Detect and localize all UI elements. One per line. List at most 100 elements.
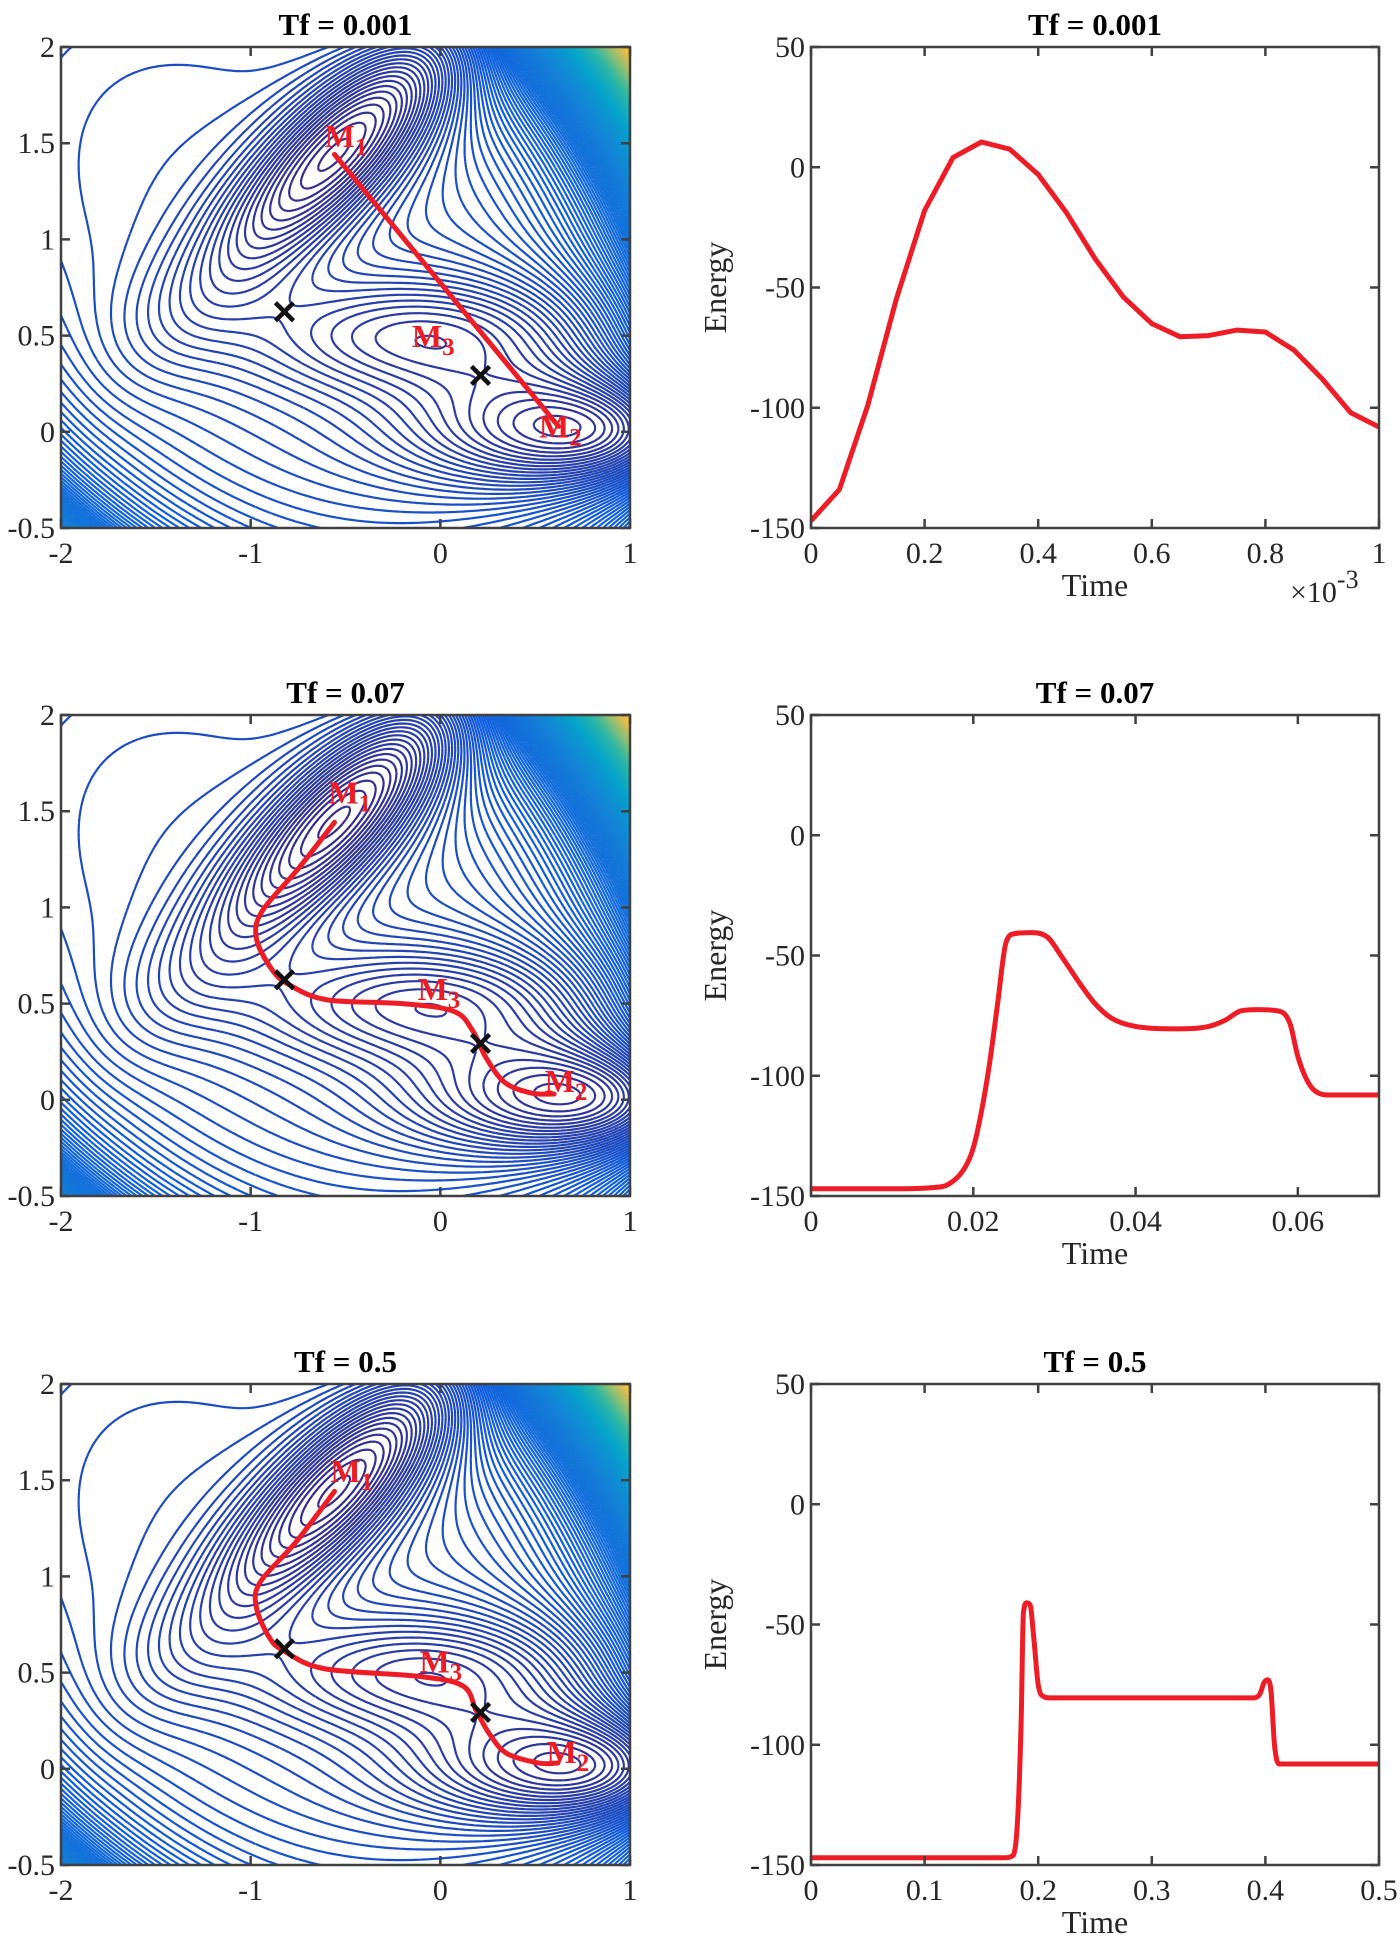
y-tick-label: 0 <box>790 151 805 184</box>
contour-line <box>61 1384 630 1865</box>
contour-line <box>61 47 630 528</box>
contour-line <box>61 715 630 1196</box>
contour-line <box>61 47 630 528</box>
contour-line <box>61 47 630 506</box>
contour-line <box>208 1399 630 1802</box>
contour-line <box>61 1384 630 1865</box>
x-tick-label: -1 <box>238 1205 263 1238</box>
minimum-label-index: 3 <box>450 1660 463 1687</box>
contour-line <box>61 47 630 528</box>
minimum-label-index: 2 <box>577 1750 590 1777</box>
contour-line <box>61 47 630 528</box>
y-tick-label: -100 <box>750 1060 805 1093</box>
saddle-marker <box>469 1032 492 1055</box>
contour-line <box>61 1384 630 1865</box>
contour-line <box>260 90 582 438</box>
minimum-label-index: 1 <box>355 134 368 161</box>
contour-line <box>61 1384 630 1865</box>
saddle-marker <box>469 1701 492 1724</box>
contour-line <box>61 47 630 528</box>
axes-box <box>59 713 632 1198</box>
y-axis-label: Energy <box>697 242 733 334</box>
multiplier-base: ×10 <box>1290 576 1337 609</box>
energy-line <box>811 139 1379 523</box>
contour-line <box>61 715 630 1196</box>
contour-line <box>208 62 630 465</box>
contour-line <box>61 715 630 1196</box>
y-tick-label: -0.5 <box>8 1180 56 1213</box>
contour-line <box>146 47 630 484</box>
y-tick-label: 1.5 <box>18 127 56 160</box>
axes-box <box>809 713 1381 1198</box>
contour-line <box>252 752 597 1113</box>
contour-line <box>61 1384 630 1865</box>
contour-line <box>61 715 630 1196</box>
chart-title: Tf = 0.001 <box>279 7 413 42</box>
contour-line <box>61 1384 630 1865</box>
x-tick-label: -1 <box>238 1874 263 1907</box>
x-tick-label: -2 <box>49 537 74 570</box>
contour-line <box>61 47 630 528</box>
x-tick-label: 0 <box>433 1874 448 1907</box>
y-tick-label: 50 <box>775 699 805 732</box>
contour-line <box>61 715 630 1196</box>
contour-line <box>61 47 630 528</box>
y-tick-label: -0.5 <box>8 512 56 545</box>
contour-line <box>61 715 630 1196</box>
contour-line <box>61 47 630 528</box>
contour-line <box>61 47 630 528</box>
y-tick-label: 1.5 <box>18 795 56 828</box>
contour-line <box>61 47 630 528</box>
x-tick-label: 0.3 <box>1133 1874 1171 1907</box>
contour-line <box>61 47 630 528</box>
x-tick-label: -2 <box>49 1205 74 1238</box>
contour-line <box>61 1384 630 1865</box>
x-tick-label: 0 <box>433 537 448 570</box>
contour-line <box>109 715 630 1163</box>
contour-line <box>61 715 630 1196</box>
contour-line <box>278 1440 385 1550</box>
contour-line <box>299 1458 367 1527</box>
contour-line <box>61 1384 630 1865</box>
contour-line <box>61 47 630 528</box>
chart-title: Tf = 0.07 <box>1036 675 1154 710</box>
y-tick-label: -50 <box>765 940 805 973</box>
contour-line <box>189 1391 630 1808</box>
minimum-label-index: 3 <box>442 334 455 361</box>
contour-line <box>157 715 630 1148</box>
contour-line <box>260 758 582 1106</box>
contour-line <box>61 715 630 1193</box>
x-tick-label: 0 <box>804 1874 819 1907</box>
y-tick-label: 0 <box>790 1488 805 1521</box>
minimum-label-index: 1 <box>359 791 372 818</box>
x-tick-label: 0.5 <box>1360 1874 1398 1907</box>
contour-line <box>61 715 630 1196</box>
plot-area <box>811 139 1379 523</box>
contour-line <box>61 715 630 1196</box>
saddle-marker <box>273 301 296 323</box>
x-tick-label: 1 <box>623 537 638 570</box>
x-tick-label: 1 <box>623 1874 638 1907</box>
contour-line <box>61 1384 630 1865</box>
y-tick-label: -150 <box>750 512 805 545</box>
y-tick-label: -0.5 <box>8 1849 56 1882</box>
contour-line <box>199 726 630 1136</box>
contour-line <box>123 715 630 1159</box>
contour-line <box>61 47 630 528</box>
contour-line <box>260 1427 582 1775</box>
contour-line <box>168 715 630 1145</box>
y-tick-label: 50 <box>775 31 805 64</box>
saddle-marker <box>469 364 492 387</box>
minimum-label: M1 <box>330 1453 373 1496</box>
contour-line <box>227 738 620 1126</box>
contour-line <box>61 47 630 528</box>
contour-line <box>189 722 630 1139</box>
y-tick-label: 0 <box>40 1753 55 1786</box>
contour-line <box>61 47 630 528</box>
contour-line <box>278 103 385 213</box>
contour-line <box>189 54 630 471</box>
contour-line <box>235 75 614 454</box>
y-tick-label: 0 <box>40 416 55 449</box>
